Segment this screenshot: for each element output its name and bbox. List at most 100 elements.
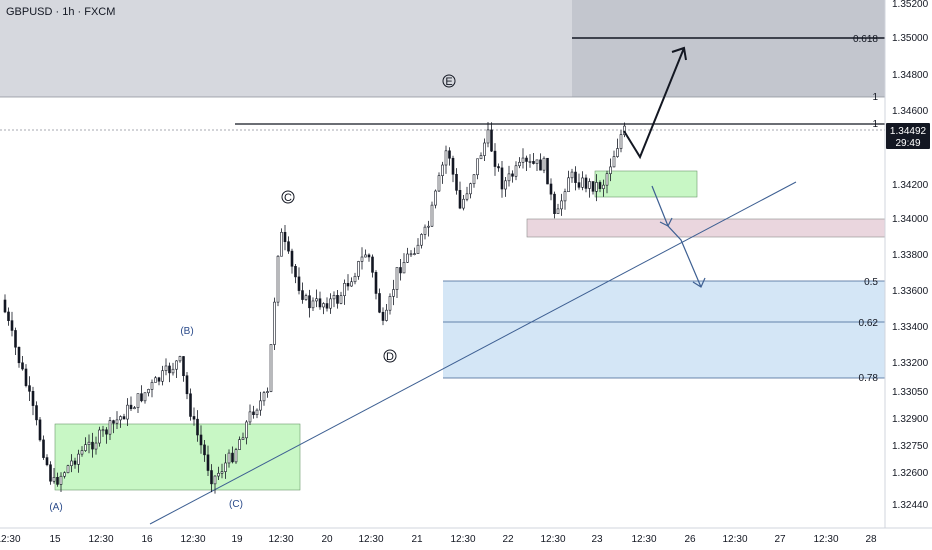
bearish-arrowhead-2 — [692, 277, 706, 288]
time-tick-label: 12:30 — [813, 534, 838, 545]
candle — [602, 179, 605, 197]
candle — [287, 236, 290, 254]
candle — [518, 157, 521, 169]
price-axis-background[interactable] — [885, 0, 932, 528]
candle — [10, 311, 14, 337]
candle — [462, 195, 465, 211]
candle — [605, 170, 609, 194]
candle — [350, 277, 353, 287]
svg-text:C: C — [284, 192, 292, 204]
candle — [483, 138, 486, 162]
price-tick-label: 1.33600 — [892, 286, 929, 297]
candle — [504, 176, 507, 197]
candle — [91, 432, 94, 458]
time-tick-label: 12:30 — [540, 534, 565, 545]
candle — [318, 291, 322, 310]
svg-text:D: D — [386, 351, 394, 363]
fib-label-078: 0.78 — [859, 373, 879, 384]
candle — [385, 303, 388, 322]
candle — [112, 419, 115, 434]
price-tick-label: 1.33050 — [892, 387, 929, 398]
candle — [80, 446, 84, 457]
candle — [280, 228, 283, 257]
time-axis-background[interactable] — [0, 528, 932, 550]
bullish-arrowhead — [671, 46, 687, 61]
price-tick-label: 1.32600 — [892, 468, 929, 479]
candle — [14, 327, 17, 356]
candle — [84, 437, 87, 452]
candle — [238, 436, 241, 450]
candle — [283, 224, 287, 251]
candle — [210, 464, 213, 493]
candle — [269, 344, 273, 393]
candle — [126, 398, 129, 427]
trendline — [149, 181, 797, 525]
candle — [45, 454, 49, 467]
candle — [105, 427, 108, 444]
candle — [591, 181, 595, 195]
candle — [623, 122, 626, 138]
candle — [38, 417, 42, 442]
target-zone — [572, 0, 885, 97]
candle — [434, 189, 437, 209]
time-tick-label: 12:30 — [358, 534, 383, 545]
candle — [455, 168, 458, 195]
price-tick-label: 1.34000 — [892, 214, 929, 225]
candle — [616, 138, 619, 158]
candle — [490, 122, 493, 152]
candle — [535, 159, 539, 172]
time-tick-label: 28 — [865, 534, 877, 545]
wave-label-C-minor: (C) — [229, 499, 243, 510]
candle — [427, 220, 430, 237]
candle — [388, 293, 392, 315]
wave-label-A-minor: (A) — [49, 502, 62, 513]
candle — [542, 156, 546, 174]
candle — [94, 436, 98, 455]
chart-title: GBPUSD · 1h · FXCM — [6, 6, 116, 18]
candle — [87, 434, 91, 454]
candle — [227, 449, 231, 468]
candle — [203, 439, 206, 462]
candle — [346, 274, 350, 291]
candle — [133, 405, 136, 410]
candle — [136, 393, 140, 413]
demand-zone-lower — [54, 423, 301, 491]
time-tick-label: 27 — [774, 534, 786, 545]
candle — [294, 263, 297, 284]
candle — [301, 282, 304, 304]
candle — [595, 174, 598, 202]
candle — [224, 454, 227, 479]
candle — [262, 391, 266, 406]
candle — [21, 356, 24, 371]
candle — [556, 203, 560, 214]
candle — [465, 186, 469, 202]
candle — [329, 293, 332, 314]
bullish-projection-arrow — [623, 47, 685, 160]
retracement-zone — [443, 281, 885, 378]
wave-label-C: C — [281, 190, 295, 204]
candle — [360, 247, 364, 270]
candle — [28, 376, 31, 401]
candle — [476, 158, 479, 180]
candle — [147, 388, 150, 397]
candle — [101, 425, 105, 437]
candle — [437, 172, 441, 193]
candle — [588, 178, 591, 198]
candle — [241, 432, 245, 440]
price-tick-label: 1.34600 — [892, 106, 929, 117]
demand-zone-upper — [594, 170, 698, 198]
candle — [399, 258, 402, 281]
candle — [539, 153, 542, 171]
candle — [217, 466, 220, 480]
candle — [612, 150, 616, 168]
price-tick-label: 1.33400 — [892, 322, 929, 333]
candle — [189, 388, 192, 421]
price-tick-label: 1.35200 — [892, 0, 929, 10]
candle — [392, 279, 395, 306]
candle — [469, 182, 472, 199]
candle — [56, 472, 59, 487]
candle — [353, 272, 357, 285]
countdown-label: 29:49 — [895, 138, 920, 149]
